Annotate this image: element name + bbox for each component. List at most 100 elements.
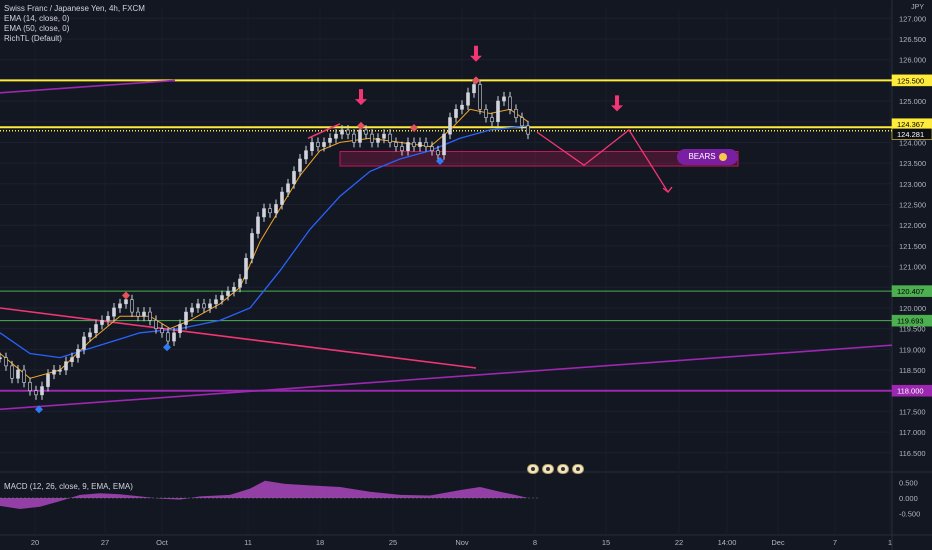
price-tag bbox=[891, 314, 932, 327]
candle-body bbox=[520, 117, 524, 127]
candle-body bbox=[382, 133, 386, 139]
candle-body bbox=[196, 303, 200, 309]
bears-annotation[interactable]: BEARS bbox=[677, 149, 738, 165]
candle-body bbox=[466, 92, 470, 106]
x-tick-label: 7 bbox=[833, 538, 837, 547]
candle-body bbox=[10, 365, 14, 379]
ema14-line bbox=[0, 108, 529, 379]
red-diamond-icon bbox=[122, 291, 130, 300]
y-tick-label: 126.500 bbox=[899, 35, 926, 44]
candle-body bbox=[292, 171, 296, 185]
price-tag-label: 125.500 bbox=[897, 76, 924, 85]
candle-body bbox=[178, 324, 182, 334]
bears-label: BEARS bbox=[688, 152, 716, 161]
red-diamond-icon bbox=[410, 123, 418, 132]
step-forward-icon[interactable] bbox=[572, 464, 584, 474]
x-tick-label: 18 bbox=[316, 538, 324, 547]
trendline bbox=[0, 307, 477, 369]
y-tick-label: 127.000 bbox=[899, 14, 926, 23]
candle-body bbox=[22, 369, 26, 383]
candle-body bbox=[76, 349, 80, 358]
trendlines[interactable] bbox=[0, 79, 893, 411]
candle-body bbox=[64, 361, 68, 371]
symbol-title[interactable]: Swiss Franc / Japanese Yen, 4h, FXCM bbox=[4, 4, 145, 13]
candle-body bbox=[238, 278, 242, 288]
candle-body bbox=[148, 311, 152, 321]
candle-body bbox=[220, 295, 224, 300]
red-diamond-icon bbox=[357, 121, 365, 130]
projection-path[interactable] bbox=[536, 129, 673, 193]
candle-body bbox=[508, 96, 512, 110]
x-tick-label: Nov bbox=[455, 538, 469, 547]
macd-tick-label: 0.000 bbox=[899, 494, 918, 503]
projection-line bbox=[536, 129, 669, 193]
trendline bbox=[307, 123, 341, 140]
price-tag-label: 124.367 bbox=[897, 120, 924, 129]
candle-body bbox=[406, 142, 410, 152]
x-tick-label: Dec bbox=[771, 538, 785, 547]
candle-body bbox=[160, 328, 164, 334]
candle-body bbox=[130, 299, 134, 313]
y-tick-label: 122.500 bbox=[899, 200, 926, 209]
candle-body bbox=[202, 303, 206, 309]
price-tag bbox=[891, 384, 932, 397]
candle-body bbox=[298, 158, 302, 172]
candle-body bbox=[460, 104, 464, 110]
y-tick-label: 123.000 bbox=[899, 180, 926, 189]
bear-icon bbox=[718, 152, 727, 161]
down-arrow-icon bbox=[470, 45, 482, 62]
time-axis[interactable]: 20 27 Oct 11 18 25 Nov 8 15 22 14:00 Dec 7 1 bbox=[31, 538, 892, 547]
candle-body bbox=[112, 307, 116, 317]
candle-body bbox=[106, 315, 110, 321]
candle-body bbox=[280, 191, 284, 205]
candle-body bbox=[40, 386, 44, 396]
candle-body bbox=[310, 142, 314, 152]
y-tick-label: 120.000 bbox=[899, 304, 926, 313]
candle-body bbox=[100, 320, 104, 325]
candle-body bbox=[388, 133, 392, 143]
x-tick-label: 22 bbox=[675, 538, 683, 547]
ema50-legend[interactable]: EMA (50, close, 0) bbox=[4, 24, 70, 33]
price-series bbox=[0, 79, 530, 400]
candle-body bbox=[190, 307, 194, 313]
candle-body bbox=[52, 369, 56, 375]
ema14-legend[interactable]: EMA (14, close, 0) bbox=[4, 14, 70, 23]
currency-label: JPY bbox=[911, 4, 924, 11]
macd-legend[interactable]: MACD (12, 26, close, 9, EMA, EMA) bbox=[4, 482, 133, 491]
candle-body bbox=[82, 336, 86, 350]
macd-tick-label: -0.500 bbox=[899, 510, 920, 519]
red-diamond-icon bbox=[472, 76, 480, 85]
candle-body bbox=[490, 117, 494, 123]
y-tick-label: 124.000 bbox=[899, 138, 926, 147]
price-tag bbox=[891, 285, 932, 297]
projection-arrowhead bbox=[662, 186, 673, 193]
candle-body bbox=[214, 299, 218, 305]
candle-body bbox=[478, 84, 482, 110]
y-tick-label: 119.500 bbox=[899, 325, 926, 334]
candle-body bbox=[70, 357, 74, 363]
candle-body bbox=[28, 382, 32, 392]
candle-body bbox=[328, 137, 332, 143]
candle-body bbox=[142, 311, 146, 317]
rewind-icon[interactable] bbox=[527, 464, 539, 474]
play-icon[interactable] bbox=[557, 464, 569, 474]
candle-body bbox=[166, 332, 170, 342]
x-tick-label: 14:00 bbox=[718, 538, 737, 547]
price-tag bbox=[891, 74, 932, 87]
blue-diamond-icon bbox=[436, 157, 444, 166]
y-tick-label: 118.500 bbox=[899, 366, 926, 375]
step-back-icon[interactable] bbox=[542, 464, 554, 474]
candle-body bbox=[448, 117, 452, 135]
horizontal-levels[interactable] bbox=[0, 79, 892, 392]
richtl-legend[interactable]: RichTL (Default) bbox=[4, 34, 62, 43]
y-tick-label: 126.000 bbox=[899, 56, 926, 65]
candle-body bbox=[304, 150, 308, 160]
trendline bbox=[0, 344, 893, 411]
x-tick-label: 8 bbox=[533, 538, 537, 547]
candle-body bbox=[262, 208, 266, 218]
candle-body bbox=[340, 129, 344, 135]
y-tick-label: 119.000 bbox=[899, 345, 926, 354]
candle-body bbox=[154, 320, 158, 329]
y-tick-label: 117.500 bbox=[899, 407, 926, 416]
